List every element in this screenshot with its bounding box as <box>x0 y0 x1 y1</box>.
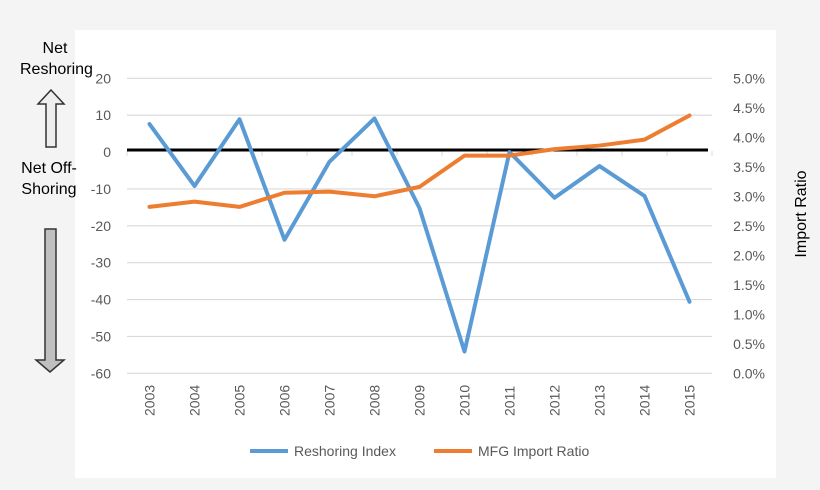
right-tick-label: 4.0% <box>733 129 765 145</box>
x-tick-label: 2009 <box>412 385 428 416</box>
x-tick-label: 2014 <box>637 385 653 416</box>
right-tick-label: 0.0% <box>733 365 765 381</box>
x-tick-label: 2004 <box>187 385 203 416</box>
x-tick-label: 2003 <box>142 385 158 416</box>
net-reshoring-label: Net Reshoring <box>20 40 93 78</box>
chart-panel <box>75 30 776 478</box>
left-tick-label: 20 <box>95 70 111 86</box>
right-tick-label: 4.5% <box>733 100 765 116</box>
left-tick-label: -50 <box>91 328 111 344</box>
x-tick-label: 2011 <box>502 386 518 416</box>
left-tick-label: 0 <box>103 144 111 160</box>
right-tick-label: 1.5% <box>733 277 765 293</box>
left-tick-label: -40 <box>91 292 111 308</box>
x-tick-label: 2012 <box>547 385 563 416</box>
x-tick-label: 2013 <box>592 385 608 416</box>
right-axis-label: Import Ratio <box>793 170 810 257</box>
x-tick-label: 2006 <box>277 385 293 416</box>
right-tick-label: 5.0% <box>733 70 765 86</box>
x-tick-label: 2010 <box>457 385 473 416</box>
legend-label: MFG Import Ratio <box>478 443 589 459</box>
right-tick-label: 2.5% <box>733 218 765 234</box>
down-arrow-icon <box>33 228 67 373</box>
x-tick-label: 2005 <box>232 385 248 416</box>
right-tick-label: 3.5% <box>733 159 765 175</box>
left-tick-label: -60 <box>91 365 111 381</box>
legend-label: Reshoring Index <box>294 443 396 459</box>
x-tick-label: 2008 <box>367 385 383 416</box>
x-tick-label: 2007 <box>322 385 338 416</box>
left-tick-label: 10 <box>95 107 111 123</box>
x-tick-label: 2015 <box>682 385 698 416</box>
series-line-reshoring-index <box>147 116 692 354</box>
net-offshoring-label: Net Off-Shoring <box>21 160 77 198</box>
left-tick-label: -30 <box>91 255 111 271</box>
right-tick-label: 2.0% <box>733 247 765 263</box>
left-tick-label: -10 <box>91 181 111 197</box>
right-tick-label: 0.5% <box>733 336 765 352</box>
right-tick-label: 1.0% <box>733 306 765 322</box>
left-tick-label: -20 <box>91 218 111 234</box>
up-arrow-icon <box>36 88 66 148</box>
right-tick-label: 3.0% <box>733 188 765 204</box>
